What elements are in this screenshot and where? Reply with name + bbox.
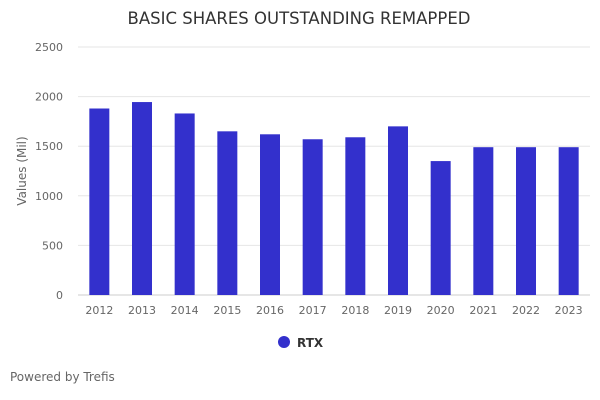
x-tick-label: 2018 <box>341 304 369 317</box>
bar[interactable] <box>174 113 195 296</box>
bar[interactable] <box>473 147 494 295</box>
x-tick-label: 2022 <box>512 304 540 317</box>
bar[interactable] <box>217 131 238 295</box>
x-tick-label: 2023 <box>555 304 583 317</box>
bar[interactable] <box>302 139 323 295</box>
legend-marker-icon[interactable] <box>278 336 290 348</box>
x-tick-labels: 2012 2013 2014 2015 2016 2017 2018 2019 2020 2021… <box>85 304 582 317</box>
legend-label[interactable]: RTX <box>297 336 324 350</box>
y-tick-labels: 0 500 1000 1500 2000 2500 <box>35 41 63 302</box>
bars <box>89 102 579 296</box>
x-tick-label: 2016 <box>256 304 284 317</box>
y-tick-label: 2000 <box>35 91 63 104</box>
legend[interactable]: RTX <box>278 336 324 350</box>
x-tick-label: 2013 <box>128 304 156 317</box>
bar[interactable] <box>89 108 110 295</box>
y-axis-label: Values (Mil) <box>15 136 29 205</box>
gridlines <box>78 46 590 296</box>
y-tick-label: 1000 <box>35 190 63 203</box>
powered-by-credit: Powered by Trefis <box>10 370 115 384</box>
bar[interactable] <box>430 161 451 295</box>
y-tick-label: 0 <box>56 289 63 302</box>
x-tick-label: 2015 <box>213 304 241 317</box>
x-tick-label: 2020 <box>427 304 455 317</box>
x-tick-label: 2021 <box>469 304 497 317</box>
x-tick-label: 2012 <box>85 304 113 317</box>
x-tick-label: 2014 <box>171 304 199 317</box>
bar[interactable] <box>260 134 280 295</box>
bar[interactable] <box>132 102 152 295</box>
y-tick-label: 1500 <box>35 140 63 153</box>
bar[interactable] <box>516 147 536 295</box>
x-tick-label: 2019 <box>384 304 412 317</box>
bar[interactable] <box>388 126 408 295</box>
chart-title: BASIC SHARES OUTSTANDING REMAPPED <box>128 9 471 28</box>
bar[interactable] <box>345 137 366 295</box>
y-tick-label: 500 <box>42 239 63 252</box>
y-tick-label: 2500 <box>35 41 63 54</box>
bar[interactable] <box>558 147 579 295</box>
x-tick-label: 2017 <box>299 304 327 317</box>
